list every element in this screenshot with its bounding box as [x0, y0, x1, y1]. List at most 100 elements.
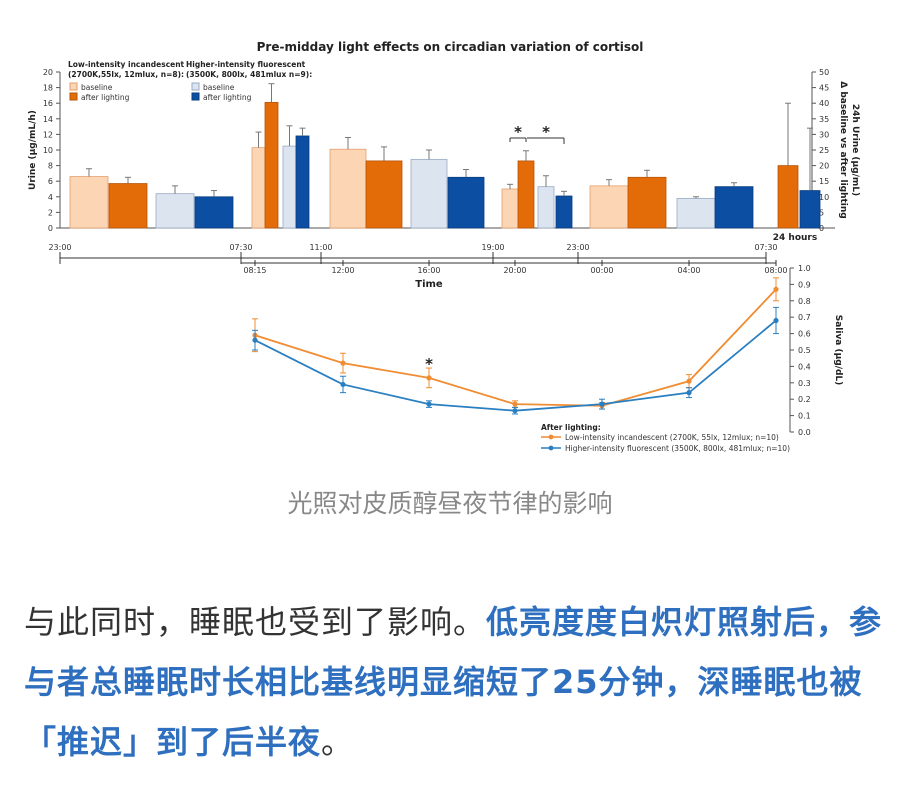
time-axis-top-label: 07:30 — [754, 243, 777, 252]
line-point — [426, 401, 432, 407]
y-tick-label-right: 5 — [819, 208, 824, 217]
figure-caption: 光照对皮质醇昼夜节律的影响 — [287, 489, 613, 518]
time-axis-bottom-label: 08:00 — [764, 266, 787, 275]
y-tick-label-right: 0 — [819, 224, 824, 233]
time-axis-top-label: 11:00 — [309, 243, 332, 252]
bar-low-after — [108, 183, 148, 229]
legend-group1-title: Low-intensity incandescent — [68, 60, 185, 69]
bar-high-after — [194, 196, 234, 229]
y-tick-label-left: 6 — [48, 177, 53, 186]
y-tick-label-left: 8 — [48, 162, 53, 171]
bar-low-baseline — [251, 147, 266, 229]
saliva-legend-label: Low-intensity incandescent (2700K, 55lx,… — [565, 433, 779, 442]
label-24-hours: 24 hours — [773, 233, 817, 243]
bar-high-after — [295, 135, 310, 229]
bar-high-baseline — [282, 145, 297, 229]
time-axis-top-label: 23:00 — [48, 243, 71, 252]
legend-group2-sub: (3500K, 800lx, 481mlux n=9): — [186, 70, 312, 79]
line-point — [599, 401, 605, 407]
y-tick-label-left: 14 — [43, 115, 53, 124]
saliva-y-tick-label: 0.0 — [798, 428, 811, 437]
saliva-y-tick-label: 0.5 — [798, 346, 811, 355]
chart-title: Pre-midday light effects on circadian va… — [257, 40, 644, 54]
y-tick-label-right: 40 — [819, 99, 829, 108]
saliva-y-tick-label: 1.0 — [798, 264, 811, 273]
bar-low-baseline — [589, 185, 629, 229]
bar-low-baseline — [501, 188, 519, 229]
article-paragraph: 与此同时，睡眠也受到了影响。低亮度度白炽灯照射后，参与者总睡眠时长相比基线明显缩… — [24, 592, 884, 772]
time-axis-bottom-label: 20:00 — [503, 266, 526, 275]
y-tick-label-right: 30 — [819, 130, 829, 139]
time-axis-bottom-label: 00:00 — [590, 266, 613, 275]
y-tick-label-right: 35 — [819, 115, 829, 124]
legend-label-high-baseline: baseline — [203, 83, 235, 92]
time-axis-bottom-label: 16:00 — [417, 266, 440, 275]
bar-low-baseline — [329, 148, 367, 229]
time-axis-bottom-label: 04:00 — [677, 266, 700, 275]
saliva-legend-marker — [548, 445, 554, 451]
y-tick-label-left: 12 — [43, 130, 53, 139]
line-point — [252, 337, 258, 343]
y-tick-label-left: 4 — [48, 193, 53, 202]
legend-group2-title: Higher-intensity fluorescent — [186, 60, 306, 69]
time-axis-top-label: 23:00 — [566, 243, 589, 252]
line-point — [426, 375, 432, 381]
bar-low-after — [264, 102, 279, 229]
significance-star: * — [514, 123, 522, 141]
legend-swatch-low-after — [69, 92, 78, 101]
article-text-normal: 与此同时，睡眠也受到了影响。 — [24, 603, 487, 641]
bar-high-baseline — [410, 158, 448, 229]
y-tick-label-right: 50 — [819, 68, 829, 77]
y-tick-label-right: 20 — [819, 162, 829, 171]
saliva-y-tick-label: 0.3 — [798, 379, 811, 388]
saliva-significance-star: * — [425, 355, 433, 373]
saliva-y-tick-label: 0.4 — [798, 362, 811, 371]
line-point — [340, 360, 346, 366]
y-tick-label-left: 20 — [43, 68, 53, 77]
y-tick-label-left: 16 — [43, 99, 53, 108]
bar-low-after — [517, 160, 535, 229]
bar-high-baseline — [537, 186, 555, 229]
legend-group1-sub: (2700K,55lx, 12mlux, n=8): — [68, 70, 184, 79]
article-text-tail: 。 — [321, 723, 355, 761]
saliva-y-tick-label: 0.6 — [798, 330, 811, 339]
time-axis-bottom-label: 12:00 — [331, 266, 354, 275]
line-point — [773, 286, 779, 292]
y-tick-label-left: 10 — [43, 146, 53, 155]
y-axis-label-right-1: 24h Urine (µg/mL) — [850, 104, 860, 196]
significance-star: * — [542, 123, 550, 141]
y-tick-label-right: 15 — [819, 177, 829, 186]
bar-high-baseline — [155, 193, 195, 229]
line-point — [773, 317, 779, 324]
line-point — [512, 408, 518, 414]
line-series-low — [254, 288, 777, 407]
legend-swatch-high-after — [191, 92, 200, 101]
time-axis-top-label: 19:00 — [481, 243, 504, 252]
article-text-highlight: 低亮度度白炽灯照射后，参与者总睡眠时长相比基线明显缩短了25分钟，深睡眠也被「推… — [24, 603, 883, 761]
legend-swatch-low-baseline — [69, 82, 78, 91]
bar-24h-high-after — [799, 190, 821, 229]
y-axis-label-left: Urine (µg/mL/h) — [28, 110, 38, 190]
bar-high-baseline — [676, 197, 716, 229]
y-tick-label-left: 2 — [48, 208, 53, 217]
legend-label-low-after: after lighting — [81, 93, 130, 102]
saliva-legend-marker — [548, 434, 554, 440]
line-series-high — [254, 319, 777, 412]
y-axis-label-right-2: Δ baseline vs after lighting — [838, 81, 848, 218]
bar-24h-low-after — [777, 165, 799, 229]
legend-swatch-high-baseline — [191, 82, 200, 91]
line-point — [340, 381, 346, 388]
bar-high-after — [447, 176, 485, 229]
bar-high-after — [714, 186, 754, 229]
saliva-y-tick-label: 0.9 — [798, 280, 811, 289]
y-tick-label-left: 0 — [48, 224, 53, 233]
saliva-legend-title: After lighting: — [541, 423, 601, 432]
y-tick-label-right: 45 — [819, 84, 829, 93]
line-point — [686, 378, 692, 384]
saliva-y-tick-label: 0.8 — [798, 297, 811, 306]
y-tick-label-right: 10 — [819, 193, 829, 202]
saliva-y-axis-label: Saliva (µg/dL) — [833, 315, 843, 386]
legend-label-high-after: after lighting — [203, 93, 252, 102]
line-point — [686, 390, 692, 396]
time-axis-bottom-label: 08:15 — [243, 266, 266, 275]
